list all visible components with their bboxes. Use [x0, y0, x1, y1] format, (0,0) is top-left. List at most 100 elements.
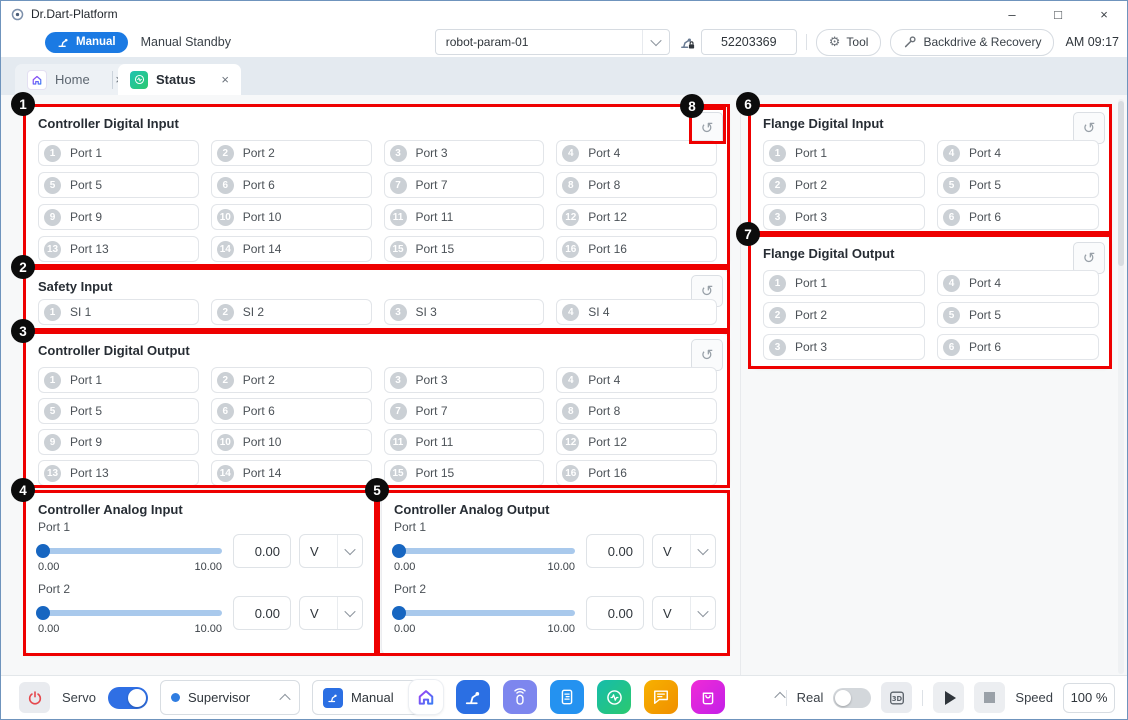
- app-task-document-icon[interactable]: [550, 680, 584, 714]
- slider-thumb[interactable]: [392, 606, 406, 620]
- unit-value: V: [663, 605, 672, 621]
- digital-output-port[interactable]: 16 Port 16: [556, 460, 717, 486]
- close-button[interactable]: ×: [1100, 6, 1108, 22]
- 3d-view-button[interactable]: 3D: [881, 682, 913, 713]
- app-home-icon[interactable]: [409, 680, 443, 714]
- channel-label: Port 2: [394, 582, 427, 596]
- digital-output-port[interactable]: 6 Port 6: [210, 398, 372, 424]
- minimize-button[interactable]: –: [1008, 6, 1016, 22]
- unit-select[interactable]: V: [299, 534, 363, 568]
- unit-select[interactable]: V: [299, 596, 363, 630]
- digital-output-port[interactable]: 5 Port 5: [38, 398, 199, 424]
- robot-arm-icon: [58, 38, 68, 47]
- role-value: Supervisor: [187, 690, 251, 705]
- speed-label: Speed: [1015, 690, 1053, 705]
- port-label: Port 6: [969, 210, 1002, 224]
- digital-output-port[interactable]: 7 Port 7: [383, 398, 545, 424]
- slider-thumb[interactable]: [36, 606, 50, 620]
- panel-controller-analog-input: Controller Analog Input Port 1 0.00 10.0…: [25, 492, 377, 656]
- annotation-badge-2: 2: [11, 255, 35, 279]
- port-label: Port 12: [588, 210, 627, 224]
- port-label: Port 5: [70, 178, 103, 192]
- title-bar: Dr.Dart-Platform – □ ×: [1, 1, 1127, 28]
- digital-output-port[interactable]: 1 Port 1: [38, 367, 199, 393]
- servo-toggle[interactable]: [107, 686, 148, 709]
- flange-output-port[interactable]: 2 Port 2: [763, 302, 925, 328]
- analog-value-field[interactable]: 0.00: [586, 596, 644, 630]
- tab-home[interactable]: Home ×: [15, 64, 135, 95]
- flange-output-port[interactable]: 6 Port 6: [937, 334, 1099, 360]
- scrollbar-thumb[interactable]: [1118, 101, 1124, 266]
- reset-button[interactable]: ↺: [1073, 112, 1105, 144]
- digital-output-port[interactable]: 9 Port 9: [38, 429, 199, 455]
- digital-output-port[interactable]: 10 Port 10: [210, 429, 372, 455]
- flange-input-port: 6 Port 6: [937, 204, 1099, 230]
- port-label: Port 15: [415, 242, 455, 256]
- manual-mode-button[interactable]: Manual: [45, 31, 128, 53]
- app-remote-control-icon[interactable]: [503, 680, 537, 714]
- app-status-monitor-icon[interactable]: [597, 680, 631, 714]
- port-grid: 1 SI 1 2 SI 2 3 SI 3 4 SI 4: [38, 299, 717, 325]
- digital-input-port: 3 Port 3: [383, 140, 545, 166]
- slider-max-label: 10.00: [547, 623, 575, 635]
- speed-value-field[interactable]: 100 %: [1063, 682, 1115, 713]
- robot-param-select[interactable]: robot-param-01: [434, 29, 670, 55]
- digital-output-port[interactable]: 4 Port 4: [556, 367, 717, 393]
- flange-output-port[interactable]: 4 Port 4: [937, 270, 1099, 296]
- digital-output-port[interactable]: 12 Port 12: [556, 429, 717, 455]
- digital-output-port[interactable]: 2 Port 2: [210, 367, 372, 393]
- tool-button[interactable]: ⚙ Tool: [815, 28, 882, 56]
- tab-bar: Home × Status ×: [1, 57, 1127, 95]
- port-number-circle: 16: [562, 240, 580, 258]
- slider-thumb[interactable]: [36, 544, 50, 558]
- digital-output-port[interactable]: 15 Port 15: [383, 460, 545, 486]
- digital-output-port[interactable]: 14 Port 14: [210, 460, 372, 486]
- slider-thumb[interactable]: [392, 544, 406, 558]
- tab-status-close-icon[interactable]: ×: [221, 72, 229, 87]
- analog-value-field[interactable]: 0.00: [586, 534, 644, 568]
- reset-button[interactable]: ↺: [691, 339, 723, 371]
- power-button[interactable]: [19, 682, 50, 713]
- port-number-circle: 4: [562, 144, 580, 162]
- robot-state-text: Manual Standby: [140, 35, 231, 49]
- digital-output-port[interactable]: 13 Port 13: [38, 460, 199, 486]
- app-message-icon[interactable]: [644, 680, 678, 714]
- chevron-down-icon: [690, 597, 715, 629]
- stop-button[interactable]: [974, 682, 1006, 713]
- app-store-icon[interactable]: [691, 680, 725, 714]
- digital-output-port[interactable]: 11 Port 11: [383, 429, 545, 455]
- analog-output-channel: Port 1 0.00 10.00 0.00 V: [392, 520, 716, 573]
- maximize-button[interactable]: □: [1054, 6, 1062, 22]
- port-number-circle: 13: [44, 464, 61, 482]
- unit-select[interactable]: V: [652, 534, 716, 568]
- play-icon: [944, 690, 956, 705]
- unit-value: V: [663, 543, 672, 559]
- unit-select[interactable]: V: [652, 596, 716, 630]
- tab-status[interactable]: Status ×: [118, 64, 241, 95]
- flange-output-port[interactable]: 1 Port 1: [763, 270, 925, 296]
- user-role-dropdown[interactable]: Supervisor: [159, 680, 300, 715]
- panel-title: Flange Digital Output: [763, 246, 895, 261]
- port-number-circle: 10: [216, 433, 234, 451]
- panel-safety-input: Safety Input ↺ 1 SI 1 2 SI 2 3 SI 3: [25, 269, 730, 331]
- port-number-circle: 4: [562, 303, 580, 321]
- digital-input-port: 10 Port 10: [210, 204, 372, 230]
- real-mode-toggle[interactable]: [833, 687, 872, 708]
- digital-output-port[interactable]: 3 Port 3: [383, 367, 545, 393]
- port-label: Port 12: [588, 435, 627, 449]
- flange-output-port[interactable]: 5 Port 5: [937, 302, 1099, 328]
- app-robot-arm-icon[interactable]: [456, 680, 490, 714]
- port-label: Port 9: [70, 210, 103, 224]
- digital-output-port[interactable]: 8 Port 8: [556, 398, 717, 424]
- slider-track: [392, 544, 575, 558]
- dock-expand-chevron-icon[interactable]: [774, 691, 786, 704]
- backdrive-recovery-button[interactable]: Backdrive & Recovery: [890, 28, 1055, 56]
- port-label: Port 2: [795, 308, 828, 322]
- flange-output-port[interactable]: 3 Port 3: [763, 334, 925, 360]
- panel-title: Controller Digital Input: [38, 116, 179, 131]
- port-label: Port 7: [415, 404, 448, 418]
- play-button[interactable]: [933, 682, 965, 713]
- slider-track: [36, 544, 222, 558]
- port-label: Port 14: [242, 242, 282, 256]
- slider-max-label: 10.00: [547, 561, 575, 573]
